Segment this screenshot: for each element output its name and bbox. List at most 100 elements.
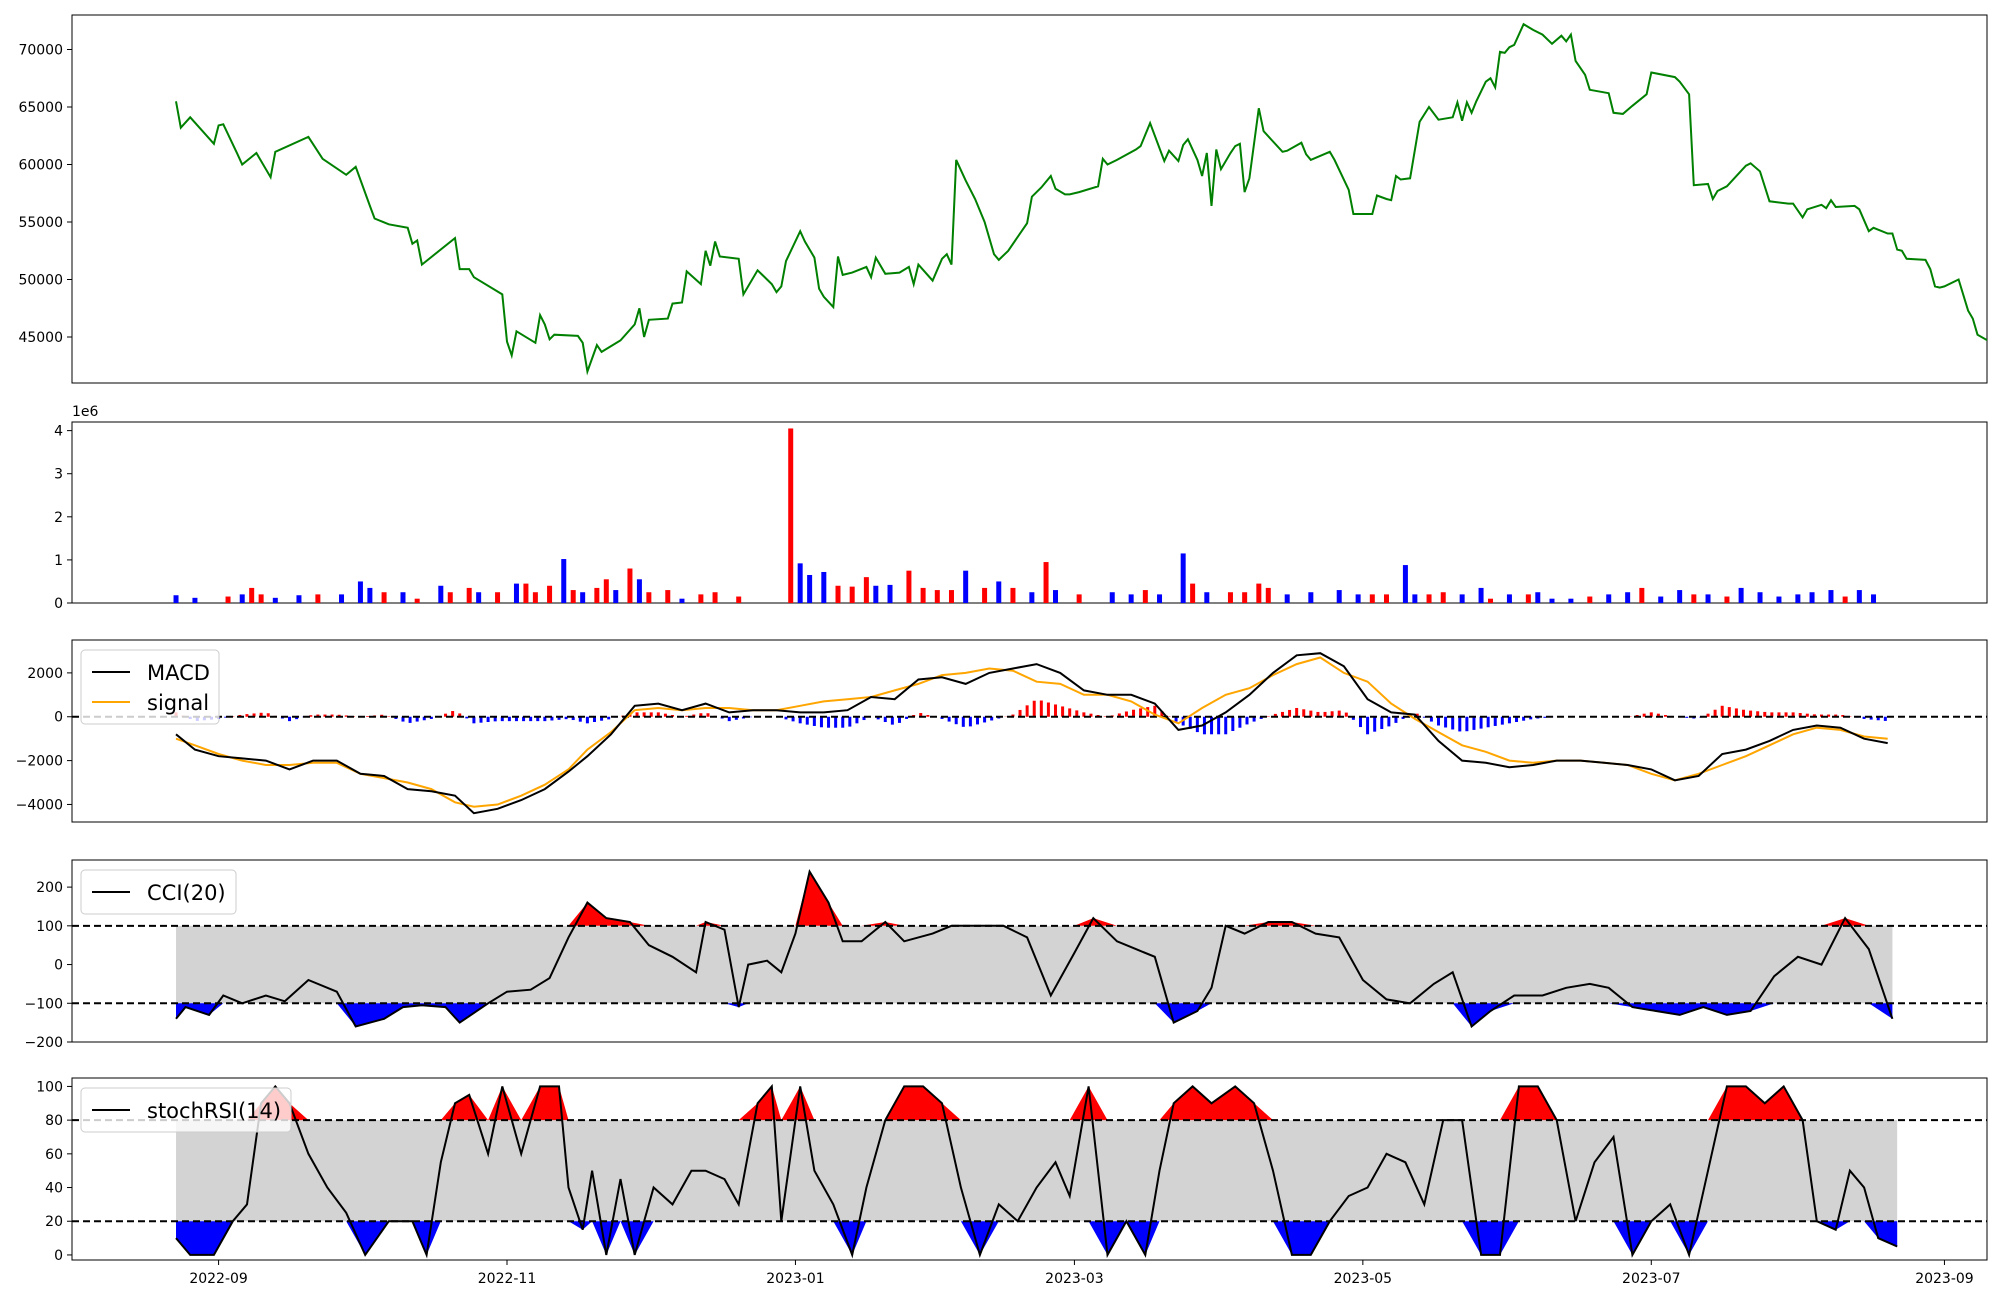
y-tick-label: −200 [25,1035,63,1051]
y-tick-label: −4000 [16,797,63,813]
y-tick-label: 40 [45,1181,63,1197]
macd-hist-bar [976,717,979,725]
volume-bar [665,590,670,603]
volume-bar [339,594,344,603]
volume-bar [240,594,245,603]
macd-hist-bar [955,717,958,724]
macd-hist-bar [1494,717,1497,726]
macd-hist-bar [827,717,830,728]
volume-bar [1403,565,1408,603]
volume-bar [1044,562,1049,603]
macd-hist-bar [1721,706,1724,717]
volume-bar [1460,594,1465,603]
volume-bar [807,575,812,603]
volume-bar [1507,594,1512,603]
macd-hist-bar [1685,717,1688,718]
y-tick-label: 60000 [18,158,63,174]
volume-bar [1010,588,1015,603]
volume-bar [788,428,793,603]
x-tick-label: 2022-09 [189,1271,248,1287]
macd-hist-bar [1359,717,1362,727]
volume-bar [1256,584,1261,603]
volume-bar [476,592,481,603]
volume-bar [1204,592,1209,603]
macd-hist-bar [1387,717,1390,727]
volume-bar [358,581,363,603]
macd-hist-bar [1217,717,1220,735]
volume-bar [1110,592,1115,603]
volume-bar [1639,588,1644,603]
y-tick-label: 0 [54,1248,63,1264]
volume-bar [192,598,197,603]
volume-bar [1843,597,1848,603]
macd-hist-bar [1231,717,1234,731]
y-tick-label: −2000 [16,754,63,770]
volume-bar [1384,594,1389,603]
volume-bar [646,592,651,603]
volume-bar [698,594,703,603]
x-tick-label: 2022-11 [478,1271,537,1287]
macd-hist-bar [1125,711,1128,716]
volume-bar [850,587,855,603]
volume-bar [1776,597,1781,603]
macd-hist-bar [1806,714,1809,717]
y-tick-label: 70000 [18,43,63,59]
volume-bar [736,597,741,603]
volume-bar [1441,592,1446,603]
macd-hist-bar [969,717,972,727]
macd-hist-bar [728,717,731,721]
volume-bar [1412,594,1417,603]
volume-bar [1606,594,1611,603]
volume-bar [1181,553,1186,603]
macd-hist-bar [1345,713,1348,717]
volume-bar [949,590,954,603]
macd-hist-bar [1054,704,1057,716]
volume-bar [1129,594,1134,603]
volume-bar [467,588,472,603]
panel-frame [72,15,1987,383]
volume-bar [315,594,320,603]
macd-hist-bar [409,717,412,723]
volume-bar [547,586,552,603]
volume-bar [1810,592,1815,603]
macd-hist-bar [1373,717,1376,732]
macd-hist-bar [607,717,610,720]
volume-bar [1535,592,1540,603]
macd-hist-bar [1735,708,1738,716]
macd-hist-bar [1458,717,1461,732]
volume-bar [174,595,179,603]
macd-hist-bar [926,715,929,717]
macd-hist-bar [1366,717,1369,735]
volume-bar [249,588,254,603]
cci-overbought-fill [176,872,1892,926]
macd-hist-bar [1714,710,1717,717]
x-tick-label: 2023-07 [1622,1271,1681,1287]
x-tick-label: 2023-03 [1045,1271,1104,1287]
macd-hist-bar [1196,717,1199,732]
price-line [176,24,2000,371]
volume-bar [1758,592,1763,603]
legend-label-0: CCI(20) [147,881,226,905]
volume-bar [1706,594,1711,603]
y-tick-label: 65000 [18,100,63,116]
macd-hist-bar [1742,710,1745,717]
macd-hist-bar [1238,717,1241,728]
volume-bar [1266,588,1271,603]
y-tick-label: 45000 [18,330,63,346]
y-tick-label: 0 [54,958,63,974]
macd-hist-bar [586,717,589,724]
macd-hist-bar [1224,717,1227,735]
macd-hist-bar [1472,717,1475,730]
macd-hist-bar [487,717,490,722]
volume-bar [226,597,231,603]
volume-bar [382,592,387,603]
y-tick-label: 100 [36,919,63,935]
macd-hist-bar [905,717,908,719]
volume-bar [627,569,632,603]
y-tick-label: 0 [54,596,63,612]
macd-hist-bar [1444,717,1447,728]
legend-label-0: MACD [147,661,210,685]
